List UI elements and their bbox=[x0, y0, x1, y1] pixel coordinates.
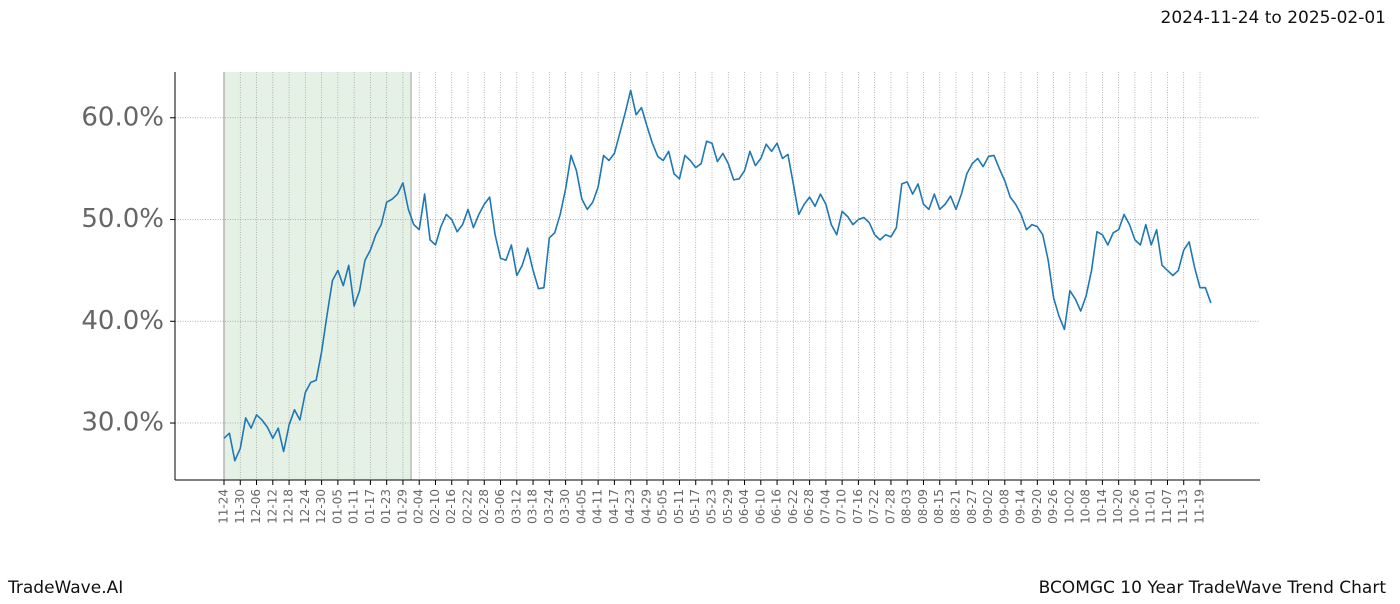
x-tick-label: 06-16 bbox=[770, 489, 784, 524]
x-tick-label: 07-16 bbox=[851, 489, 865, 524]
x-tick-label: 01-17 bbox=[363, 489, 377, 524]
x-tick-label: 06-04 bbox=[737, 489, 751, 524]
x-tick-label: 10-02 bbox=[1062, 489, 1076, 524]
x-tick-label: 01-11 bbox=[347, 489, 361, 524]
x-tick-label: 03-12 bbox=[509, 489, 523, 524]
x-tick-label: 09-20 bbox=[1030, 489, 1044, 524]
y-tick-label: 30.0% bbox=[81, 408, 164, 438]
plot-area: 30.0% 40.0% 50.0% 60.0% 11-24 11-30 12-06 12-12… bbox=[81, 72, 1260, 524]
date-range: 2024-11-24 to 2025-02-01 bbox=[1161, 8, 1386, 28]
chart-title: BCOMGC 10 Year TradeWave Trend Chart bbox=[1039, 578, 1387, 598]
brand: TradeWave.AI bbox=[7, 578, 123, 598]
x-tick-label: 03-24 bbox=[542, 489, 556, 524]
highlight-window bbox=[224, 72, 412, 480]
x-tick-label: 10-14 bbox=[1095, 489, 1109, 524]
x-tick-label: 04-29 bbox=[639, 489, 653, 524]
x-tick-label: 02-28 bbox=[477, 489, 491, 524]
trend-line bbox=[223, 89, 1212, 462]
x-tick-label: 04-11 bbox=[591, 489, 605, 524]
x-tick-label: 09-26 bbox=[1046, 489, 1060, 524]
x-tick-label: 06-22 bbox=[786, 489, 800, 524]
x-tick-label: 05-17 bbox=[688, 489, 702, 524]
x-tick-label: 06-10 bbox=[753, 489, 767, 524]
x-tick-label: 07-10 bbox=[835, 489, 849, 524]
x-tick-label: 05-29 bbox=[721, 489, 735, 524]
x-tick-label: 12-12 bbox=[265, 489, 279, 524]
x-tick-label: 12-18 bbox=[282, 489, 296, 524]
x-tick-label: 10-26 bbox=[1127, 489, 1141, 524]
x-tick-label: 11-30 bbox=[233, 489, 247, 524]
x-tick-label: 01-05 bbox=[330, 489, 344, 524]
x-tick-label: 06-28 bbox=[802, 489, 816, 524]
x-tick-label: 03-30 bbox=[558, 489, 572, 524]
x-tick-label: 09-14 bbox=[1014, 489, 1028, 524]
x-tick-label: 01-23 bbox=[379, 489, 393, 524]
x-tick-label: 08-21 bbox=[949, 489, 963, 524]
x-tick-label: 04-17 bbox=[607, 489, 621, 524]
x-tick-label: 02-16 bbox=[444, 489, 458, 524]
x-tick-label: 12-24 bbox=[298, 489, 312, 524]
x-tick-label: 03-06 bbox=[493, 489, 507, 524]
x-tick-label: 11-19 bbox=[1193, 489, 1207, 524]
x-tick-label: 09-02 bbox=[981, 489, 995, 524]
x-tick-label: 03-18 bbox=[526, 489, 540, 524]
x-tick-label: 07-04 bbox=[818, 489, 832, 524]
x-tick-label: 10-08 bbox=[1079, 489, 1093, 524]
x-tick-label: 08-03 bbox=[900, 489, 914, 524]
x-tick-label: 10-20 bbox=[1111, 489, 1125, 524]
x-tick-label: 11-07 bbox=[1160, 489, 1174, 524]
y-tick-label: 40.0% bbox=[81, 306, 164, 336]
x-tick-label: 08-27 bbox=[965, 489, 979, 524]
x-tick-label: 02-10 bbox=[428, 489, 442, 524]
x-tick-label: 08-15 bbox=[932, 489, 946, 524]
x-tick-label: 07-22 bbox=[867, 489, 881, 524]
x-tick-label: 04-05 bbox=[574, 489, 588, 524]
x-tick-label: 02-04 bbox=[412, 489, 426, 524]
x-tick-label: 12-06 bbox=[249, 489, 263, 524]
y-tick-label: 60.0% bbox=[81, 102, 164, 132]
x-tick-label: 08-09 bbox=[916, 489, 930, 524]
x-tick-label: 05-05 bbox=[656, 489, 670, 524]
x-tick-label: 11-24 bbox=[217, 489, 231, 524]
x-tick-label: 09-08 bbox=[997, 489, 1011, 524]
x-tick-label: 11-01 bbox=[1144, 489, 1158, 524]
x-tick-label: 05-23 bbox=[705, 489, 719, 524]
x-tick-label: 05-11 bbox=[672, 489, 686, 524]
x-tick-label: 12-30 bbox=[314, 489, 328, 524]
x-tick-label: 07-28 bbox=[883, 489, 897, 524]
x-tick-label: 02-22 bbox=[461, 489, 475, 524]
y-tick-label: 50.0% bbox=[81, 204, 164, 234]
x-tick-label: 11-13 bbox=[1176, 489, 1190, 524]
x-tick-label: 04-23 bbox=[623, 489, 637, 524]
x-tick-label: 01-29 bbox=[395, 489, 409, 524]
